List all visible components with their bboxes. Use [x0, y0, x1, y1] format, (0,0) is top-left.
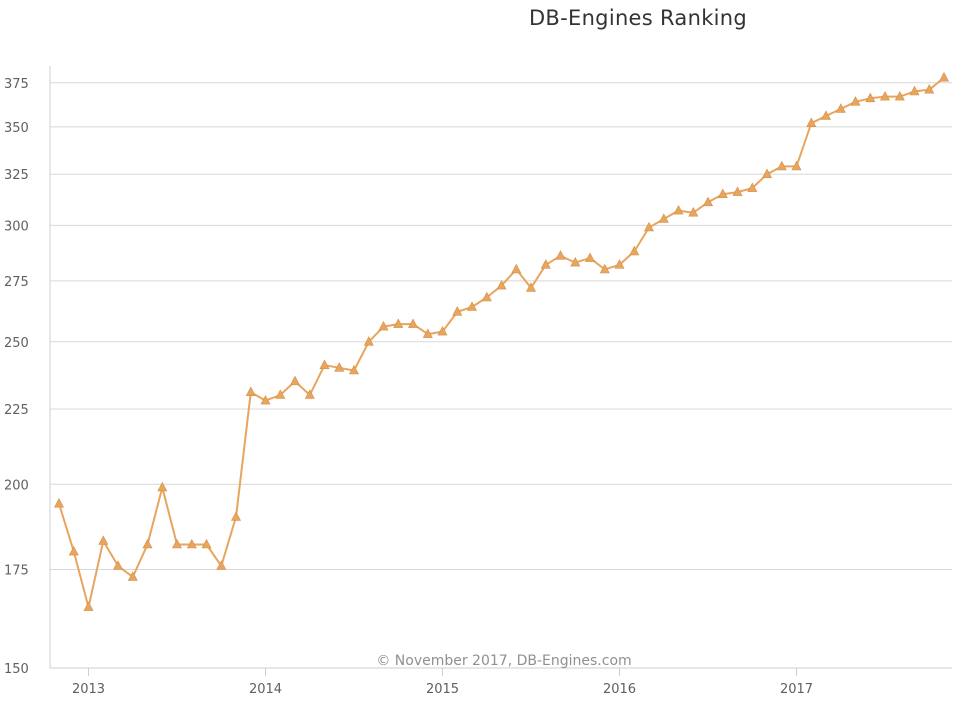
data-point-marker [245, 386, 256, 396]
data-point-marker [614, 259, 625, 269]
y-tick-label: 275 [4, 275, 29, 290]
y-tick-label: 225 [4, 403, 29, 418]
data-point-marker [791, 160, 802, 171]
series-line [58, 76, 945, 609]
y-tick-label: 150 [4, 662, 29, 677]
data-point-marker [422, 328, 433, 338]
y-tick-label: 350 [4, 121, 29, 136]
data-point-marker [172, 538, 182, 549]
data-point-marker [776, 160, 787, 171]
data-point-marker [334, 362, 345, 372]
data-point-marker [142, 538, 153, 549]
data-point-marker [54, 498, 64, 508]
data-point-marker [304, 389, 315, 399]
data-point-marker [511, 263, 522, 274]
data-point-marker [894, 90, 905, 101]
data-point-marker [821, 110, 831, 120]
y-tick-label: 375 [4, 77, 29, 92]
data-point-marker [127, 571, 138, 581]
data-point-marker [939, 72, 949, 82]
y-tick-label: 325 [4, 168, 29, 183]
data-point-marker [216, 560, 227, 570]
data-point-marker [747, 182, 758, 192]
data-point-marker [275, 389, 286, 399]
data-point-marker [481, 291, 492, 302]
x-tick-label: 2015 [426, 682, 459, 697]
data-point-marker [186, 538, 197, 549]
x-tick-label: 2017 [780, 682, 813, 697]
y-axis-tick-labels: 150 175 200 225 250 275 300 325 350 375 [4, 77, 29, 677]
y-tick-label: 250 [4, 336, 29, 351]
data-point-marker [570, 256, 581, 267]
data-point-marker [437, 325, 448, 336]
y-tick-label: 300 [4, 219, 29, 234]
data-point-marker [644, 221, 654, 232]
data-point-marker [68, 545, 79, 556]
x-tick-label: 2016 [603, 682, 636, 697]
data-point-marker [349, 364, 359, 375]
data-point-marker [924, 84, 935, 94]
data-point-marker [408, 318, 418, 328]
data-point-marker [540, 259, 551, 269]
data-point-marker [599, 263, 610, 274]
x-tick-label: 2013 [72, 682, 105, 697]
data-point-marker [673, 204, 684, 215]
data-point-marker [732, 186, 743, 196]
y-tick-label: 175 [4, 564, 29, 579]
data-point-marker [806, 117, 817, 127]
chart-title: DB-Engines Ranking [528, 6, 748, 30]
data-point-marker [83, 601, 94, 611]
data-point-marker [865, 92, 876, 103]
data-point-marker [629, 245, 640, 256]
x-axis: 2013 2014 2015 2016 2017 [50, 667, 952, 697]
data-point-marker [290, 375, 300, 386]
data-point-marker [378, 320, 389, 331]
data-point-marker [717, 188, 728, 198]
series-group [54, 72, 949, 611]
data-point-marker [98, 535, 109, 545]
data-point-marker [555, 250, 566, 260]
data-point-marker [762, 168, 772, 178]
data-point-marker [452, 306, 463, 316]
data-point-marker [526, 282, 536, 292]
data-point-marker [363, 336, 374, 346]
data-point-marker [835, 103, 846, 113]
data-point-marker [703, 196, 713, 207]
data-point-marker [113, 560, 123, 570]
data-point-marker [658, 213, 669, 223]
data-point-marker [496, 279, 507, 290]
data-point-marker [688, 207, 699, 217]
data-point-marker [157, 481, 168, 492]
data-point-marker [231, 511, 241, 521]
data-point-marker [909, 85, 920, 96]
y-tick-label: 200 [4, 478, 29, 493]
data-point-marker [393, 318, 404, 328]
data-point-marker [319, 359, 330, 369]
data-point-marker [201, 538, 212, 549]
gridlines [49, 66, 952, 668]
data-point-marker [880, 90, 890, 101]
chart-credit: © November 2017, DB-Engines.com [376, 653, 631, 669]
data-point-marker [850, 96, 861, 106]
x-tick-label: 2014 [249, 682, 282, 697]
data-point-marker [585, 252, 595, 262]
data-point-marker [467, 301, 477, 311]
data-point-marker [260, 394, 271, 405]
